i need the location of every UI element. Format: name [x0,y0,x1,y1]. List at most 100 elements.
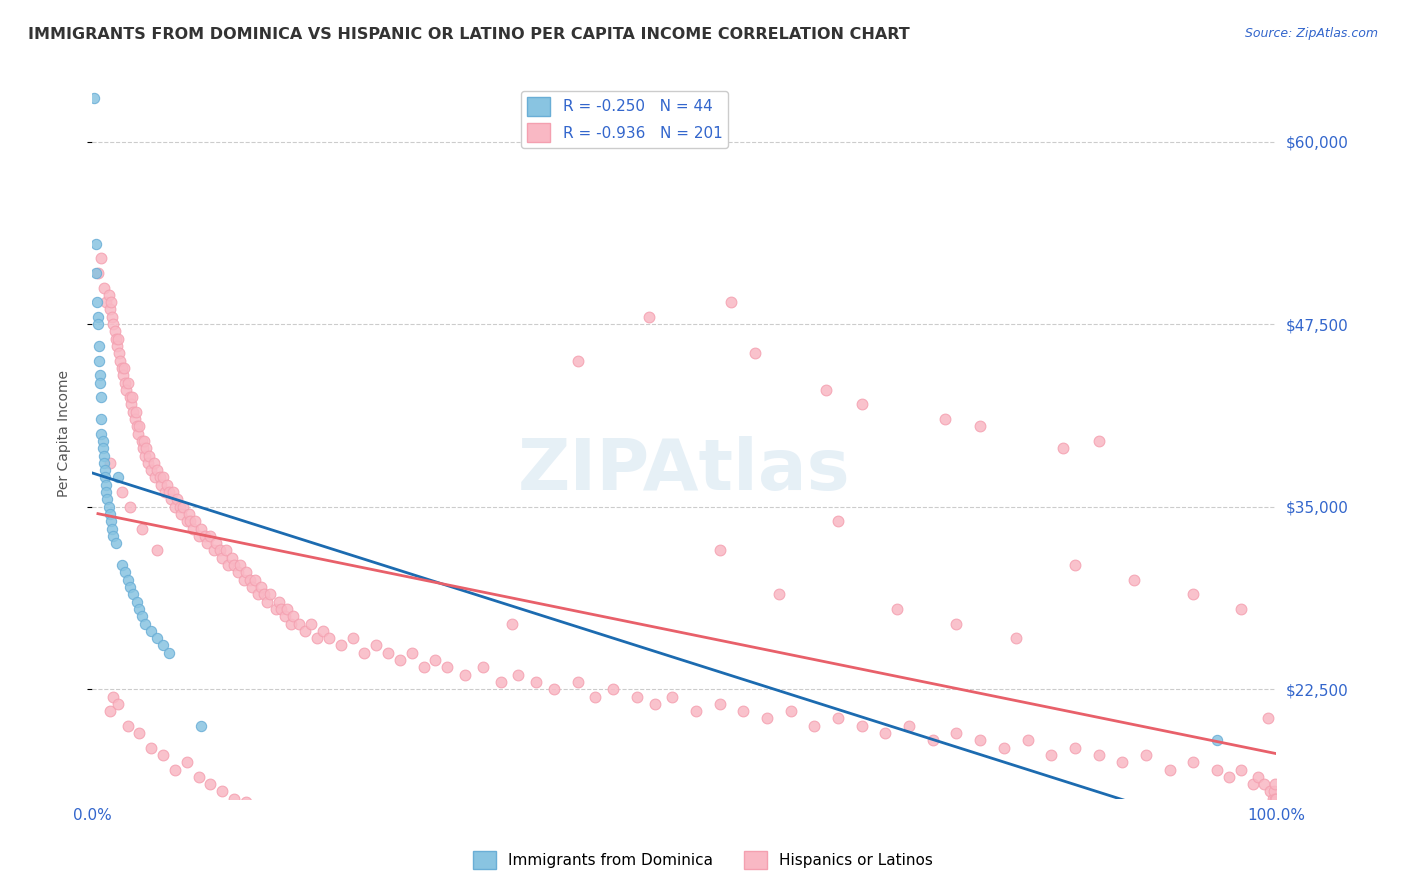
Point [157,485,180,500]
Point [1257,711,1279,725]
Point [1017,733,1039,747]
Point [115,383,138,397]
Point [945,726,967,740]
Point [253,587,276,601]
Point [709,697,731,711]
Point [100,295,122,310]
Point [90,390,112,404]
Point [155,485,177,500]
Point [1241,777,1264,791]
Point [118,390,141,404]
Point [118,580,141,594]
Point [90,426,112,441]
Point [96,492,118,507]
Point [329,639,352,653]
Point [142,456,165,470]
Text: IMMIGRANTS FROM DOMINICA VS HISPANIC OR LATINO PER CAPITA INCOME CORRELATION CHA: IMMIGRANTS FROM DOMINICA VS HISPANIC OR … [28,27,910,42]
Legend: Immigrants from Dominica, Hispanics or Latinos: Immigrants from Dominica, Hispanics or L… [467,845,939,875]
Point [179,514,201,528]
Point [567,674,589,689]
Point [1247,770,1270,784]
Point [235,795,257,809]
Point [1040,747,1063,762]
Point [107,470,129,484]
Point [135,442,157,456]
Point [181,522,204,536]
Point [152,747,174,762]
Point [90,412,112,426]
Point [118,500,141,514]
Point [1087,434,1109,448]
Point [471,815,494,830]
Point [124,412,146,426]
Point [132,442,155,456]
Point [104,536,127,550]
Point [366,639,388,653]
Point [146,631,169,645]
Point [602,682,624,697]
Point [172,500,194,514]
Point [91,442,114,456]
Point [94,463,117,477]
Point [508,667,530,681]
Point [98,704,121,718]
Point [875,726,897,740]
Point [94,470,117,484]
Point [454,667,477,681]
Point [305,631,328,645]
Point [412,660,434,674]
Point [128,419,150,434]
Point [111,368,134,383]
Point [131,522,153,536]
Point [530,818,553,832]
Point [166,492,188,507]
Point [270,602,292,616]
Point [501,616,523,631]
Point [288,616,311,631]
Point [1123,573,1146,587]
Point [103,317,125,331]
Point [1264,791,1286,805]
Point [138,449,160,463]
Point [146,543,169,558]
Point [202,543,225,558]
Point [114,376,136,390]
Point [117,376,139,390]
Point [148,470,170,484]
Point [969,419,991,434]
Point [471,660,494,674]
Legend: R = -0.250   N = 44, R = -0.936   N = 201: R = -0.250 N = 44, R = -0.936 N = 201 [522,91,728,148]
Point [245,573,267,587]
Point [425,653,447,667]
Point [709,543,731,558]
Point [117,573,139,587]
Point [157,646,180,660]
Point [1182,756,1205,770]
Point [93,449,115,463]
Point [1064,740,1087,755]
Point [87,339,110,353]
Point [803,719,825,733]
Y-axis label: Per Capita Income: Per Capita Income [58,370,72,497]
Point [122,405,145,419]
Point [637,310,659,324]
Point [128,726,150,740]
Point [436,660,458,674]
Point [211,784,233,798]
Point [388,653,411,667]
Point [886,602,908,616]
Point [283,609,305,624]
Point [101,310,124,324]
Point [107,332,129,346]
Text: Source: ZipAtlas.com: Source: ZipAtlas.com [1244,27,1378,40]
Point [86,295,108,310]
Point [117,719,139,733]
Point [1182,587,1205,601]
Point [1206,763,1229,777]
Point [96,295,118,310]
Point [815,383,838,397]
Point [187,770,209,784]
Point [1258,784,1281,798]
Point [215,543,238,558]
Point [827,514,849,528]
